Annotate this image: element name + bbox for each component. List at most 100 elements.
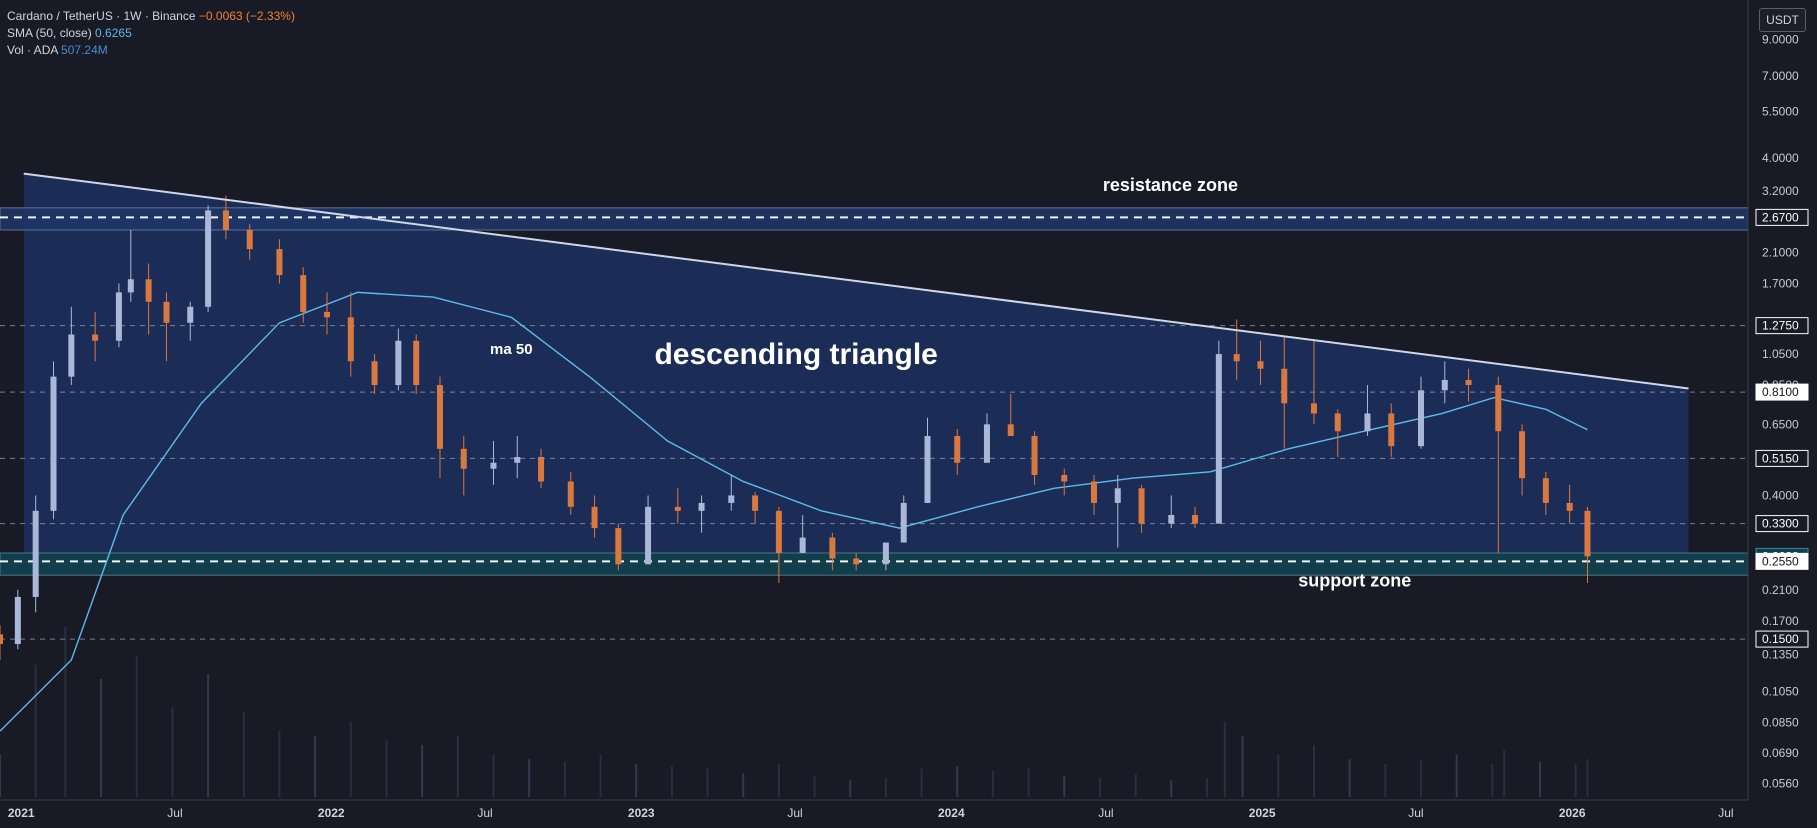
candle-down [371,354,378,394]
candle-body [246,229,253,250]
candle-up [395,328,402,391]
candle-down [300,267,307,323]
candle-body [1114,488,1121,503]
price-label-text: 0.2550 [1762,554,1799,568]
candle-up [1441,361,1448,404]
y-tick-label: 2.1000 [1762,246,1799,260]
legend-vol-label[interactable]: Vol · ADA [7,43,58,57]
volume-bar [421,745,424,797]
candle-down [954,428,961,475]
price-label-tag: 0.3300 [1755,515,1809,533]
volume-bar [1027,768,1030,797]
candle-up [1114,474,1121,548]
volume-bar [1419,759,1422,797]
price-label-box [1755,449,1809,467]
candle-up [1417,376,1424,449]
candle-body [799,537,806,553]
candle-body [1566,502,1573,511]
candle-body [1061,474,1068,482]
candle-body [954,436,961,463]
candle-down [246,224,253,260]
legend-vol-value: 507.24M [61,43,108,57]
candle-up [127,229,134,302]
x-tick-month-label: Jul [1718,806,1733,820]
candle-body [567,481,574,507]
volume-bar [100,678,103,797]
candle-down [163,292,170,362]
y-tick-label: 0.1700 [1762,614,1799,628]
candle-body [50,376,57,511]
volume-bar [1455,754,1458,797]
legend-symbol[interactable]: Cardano / TetherUS · 1W · Binance [7,9,196,23]
candle-up [32,495,39,613]
volume-bar [884,778,887,797]
x-tick-month-label: Jul [787,806,802,820]
candle-down [1061,468,1068,496]
volume-bar [1348,759,1351,797]
volume-pane [0,627,1589,797]
support-zone-box [0,552,1749,576]
candle-up [900,495,907,543]
candle-down [752,491,759,524]
candle-body [115,292,122,341]
y-tick-label: 7.0000 [1762,69,1799,83]
y-tick-label: 0.0560 [1762,776,1799,790]
volume-bar [742,773,745,797]
candle-down [1031,431,1038,485]
candle-body [1233,354,1240,362]
volume-bar [1241,735,1244,797]
candle-down [775,506,782,583]
candle-up [728,474,735,511]
legend-sma-value: 0.6265 [95,26,132,40]
candle-body [882,542,889,565]
x-tick-year-label: 2026 [1559,806,1586,820]
volume-bar [385,740,388,797]
legend-change: −0.0063 (−2.33%) [198,9,295,23]
volume-bar [1384,763,1387,797]
volume-bar [706,768,709,797]
candle-down [567,471,574,515]
volume-bar [849,780,852,797]
y-tick-label: 4.0000 [1762,151,1799,165]
volume-bar [1170,780,1173,797]
candle-body [490,462,497,469]
legend-sma-label[interactable]: SMA (50, close) [7,26,92,40]
candle-down [436,376,443,479]
candle-down [1281,336,1288,449]
candle-up [799,514,806,553]
candle-body [222,210,229,230]
price-label-tag: 0.2550 [1755,552,1809,570]
candle-body [1257,361,1264,369]
candle-down [460,436,467,496]
candle-up [1215,340,1222,524]
candle-body [32,510,39,597]
candle-down [829,532,836,571]
candle-down [92,311,99,362]
candle-down [1334,409,1341,457]
candle-body [1519,431,1526,479]
y-tick-label: 0.4000 [1762,488,1799,502]
candle-up [187,301,194,341]
volume-bar [242,712,245,797]
candle-body [1192,514,1199,524]
candle-down [1495,376,1502,553]
currency-selector-button[interactable]: USDT [1759,8,1806,32]
volume-bar [1134,773,1137,797]
candle-body [276,249,283,276]
volume-bar [635,763,638,797]
candle-body [92,334,99,341]
candle-body [1334,413,1341,432]
candle-body [752,495,759,511]
candle-body [645,506,652,565]
candle-body [14,596,21,645]
price-label-box [1755,317,1809,335]
y-tick-label: 9.0000 [1762,32,1799,46]
x-tick-month-label: Jul [477,806,492,820]
candle-body [1542,478,1549,503]
candle-down [853,552,860,571]
candle-down [1090,474,1097,515]
x-tick-year-label: 2023 [628,806,655,820]
volume-bar [34,664,37,797]
